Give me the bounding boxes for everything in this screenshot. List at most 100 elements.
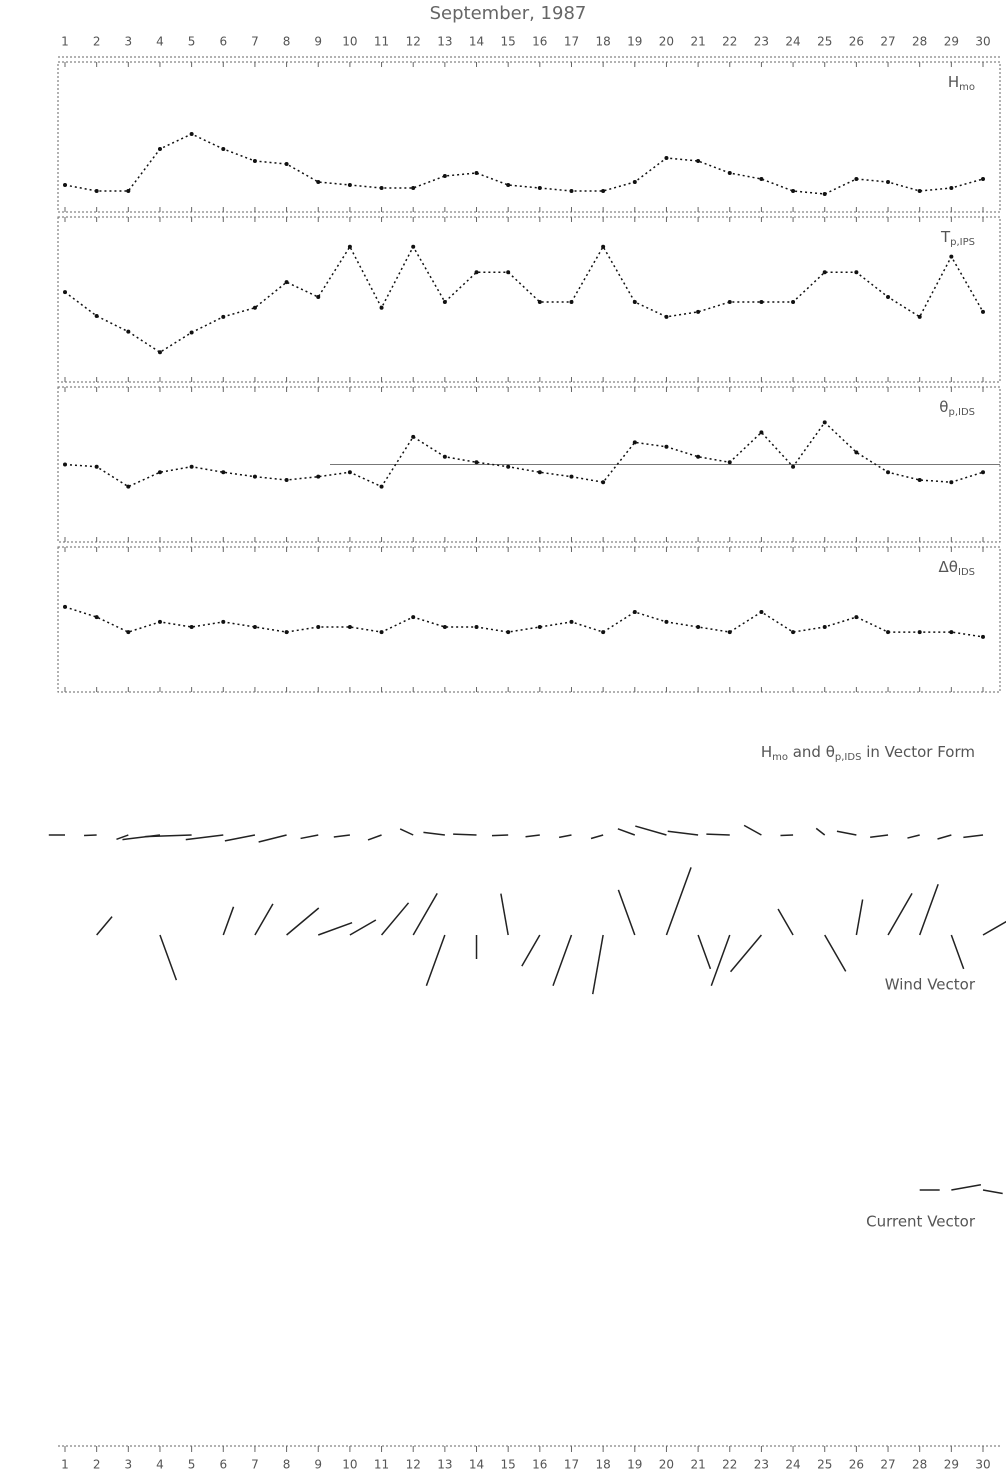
x-tick-label: 2 [93,1458,101,1472]
x-tick-label: 27 [880,35,895,49]
data-point [949,630,954,635]
vector [423,831,445,836]
data-point [791,299,796,304]
data-point [601,244,606,249]
vector [300,834,319,840]
label-sub: IDS [958,567,975,578]
vector [367,834,382,841]
data-point [252,159,257,163]
data-point [759,299,764,304]
x-tick-label: 11 [374,1458,389,1472]
data-point [664,156,669,160]
data-point [316,624,321,629]
data-point [917,630,922,635]
vector [425,934,446,986]
data-point [442,454,447,459]
data-point [664,444,669,449]
x-tick-label: 13 [437,35,452,49]
vector [635,825,667,836]
vector [591,934,604,995]
data-point [379,630,384,635]
x-tick-label: 10 [342,1458,357,1472]
data-point [696,624,701,629]
data-point [917,478,922,482]
vector [887,893,913,936]
panel-title: Current Vector [866,1213,976,1231]
data-point [284,478,289,482]
vector [558,834,572,839]
series-line [64,133,984,195]
x-tick-label: 27 [880,1458,895,1472]
title-part: p,IDS [835,752,862,763]
x-tick-label: 22 [722,35,737,49]
data-point [189,330,194,335]
data-point [189,132,194,136]
vector [697,934,712,970]
data-point [822,624,827,629]
x-tick-label: 8 [283,1458,291,1472]
series-line [64,421,984,488]
data-point [379,305,384,310]
vector [665,867,692,936]
data-point [221,619,226,624]
vector [617,828,636,836]
data-point [696,309,701,314]
data-point [537,299,542,304]
data-point [63,604,67,609]
x-tick-label: 18 [595,1458,610,1472]
data-point [981,634,985,639]
x-tick-label: 20 [659,35,674,49]
vector [159,934,178,981]
data-point [126,189,131,193]
data-point [569,189,574,193]
data-point [284,630,289,635]
x-tick-label: 28 [912,35,927,49]
x-tick-label: 5 [188,1458,196,1472]
x-tick-label: 19 [627,35,642,49]
vector [907,834,920,839]
data-point [759,610,764,615]
x-tick-label: 15 [501,1458,516,1472]
panel-title: Wind Vector [885,976,976,994]
vector [96,916,113,936]
label-main: T [940,228,951,246]
x-tick-label: 26 [849,1458,864,1472]
vector [950,934,965,970]
data-point [157,470,162,475]
panel-title: Hmo and θp,IDS in Vector Form [761,743,975,764]
label-sub: p,IDS [948,407,975,418]
panel-frame [57,61,1001,213]
data-point [157,619,162,624]
x-tick-label: 13 [437,1458,452,1472]
series-line [64,245,984,354]
data-point [949,480,954,485]
data-point [126,329,131,334]
label-main: H [948,73,959,91]
data-point [126,484,131,489]
data-point [569,619,574,624]
data-point [886,630,891,635]
x-tick-label: 14 [469,35,484,49]
vector [144,834,192,838]
vector [870,834,889,838]
panel-frame [57,386,1001,543]
vector [399,828,414,836]
data-point [632,440,637,445]
data-point [632,299,637,304]
x-tick-label: 30 [975,1458,990,1472]
data-point [506,630,511,635]
data-point [949,186,954,190]
x-tick-label: 23 [754,1458,769,1472]
data-point [664,314,669,319]
x-tick-label: 24 [785,1458,800,1472]
data-point [316,295,321,300]
panel-label: Tp,IPS [940,228,975,249]
vector [412,893,438,936]
x-tick-label: 8 [283,35,291,49]
x-tick-label: 21 [690,1458,705,1472]
title-part: in Vector Form [861,743,975,761]
title-part: H [761,743,772,761]
data-point [727,460,732,465]
data-point [981,470,985,475]
vector [222,906,235,936]
